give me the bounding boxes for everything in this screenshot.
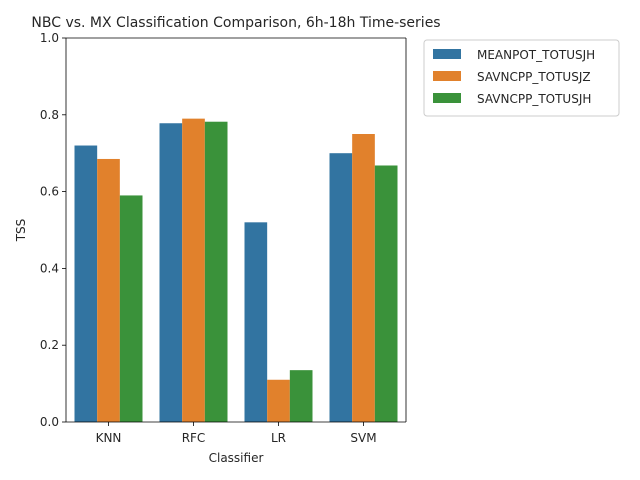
bar-meanpot_totusjh-lr: [244, 222, 268, 422]
legend-label-meanpot_totusjh: MEANPOT_TOTUSJH: [477, 48, 595, 62]
y-tick-label: 0.0: [40, 415, 59, 429]
x-tick-label-svm: SVM: [350, 431, 376, 445]
y-tick-label: 0.8: [40, 108, 59, 122]
legend: MEANPOT_TOTUSJH SAVNCPP_TOTUSJZ SAVNCPP_TO…: [423, 39, 620, 117]
legend-frame: [423, 39, 620, 117]
y-tick-label: 0.4: [40, 261, 59, 275]
bars-group: [74, 118, 398, 423]
legend-label-savncpp_totusjh: SAVNCPP_TOTUSJH: [477, 92, 591, 106]
bar-meanpot_totusjh-knn: [74, 145, 98, 422]
bar-savncpp_totusjh-rfc: [204, 121, 228, 423]
bar-savncpp_totusjh-svm: [374, 165, 398, 423]
x-tick-label-lr: LR: [271, 431, 286, 445]
legend-swatch-savncpp_totusjh: [433, 93, 461, 103]
chart-title: NBC vs. MX Classification Comparison, 6h…: [31, 15, 440, 31]
x-axis-label: Classifier: [209, 451, 264, 465]
axes-group: [65, 37, 407, 423]
bar-savncpp_totusjz-lr: [267, 379, 290, 422]
legend-swatch-savncpp_totusjz: [433, 71, 461, 81]
bar-savncpp_totusjz-svm: [352, 134, 375, 422]
x-tick-label-knn: KNN: [96, 431, 122, 445]
bar-savncpp_totusjz-knn: [97, 158, 120, 422]
y-ticks-group: 0.0 0.2 0.4 0.6 0.8 1.0: [40, 31, 66, 429]
y-tick-label: 1.0: [40, 31, 59, 45]
bar-savncpp_totusjh-lr: [289, 370, 313, 422]
bar-meanpot_totusjh-rfc: [159, 123, 183, 422]
bar-savncpp_totusjh-knn: [119, 195, 143, 422]
legend-label-savncpp_totusjz: SAVNCPP_TOTUSJZ: [477, 70, 591, 84]
y-tick-label: 0.2: [40, 338, 59, 352]
x-tick-label-rfc: RFC: [182, 431, 206, 445]
bar-meanpot_totusjh-svm: [329, 153, 353, 422]
legend-swatch-meanpot_totusjh: [433, 49, 461, 59]
x-ticks-group: KNN RFC LR SVM: [96, 422, 377, 445]
bar-savncpp_totusjz-rfc: [182, 118, 205, 422]
y-axis-label: TSS: [14, 219, 28, 243]
y-tick-label: 0.6: [40, 185, 59, 199]
